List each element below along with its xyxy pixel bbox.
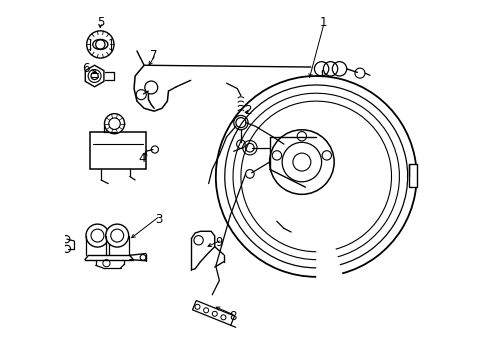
Text: 7: 7: [150, 49, 158, 62]
Polygon shape: [192, 301, 234, 325]
Text: 2: 2: [244, 104, 251, 117]
Text: 5: 5: [97, 16, 104, 29]
Circle shape: [269, 130, 333, 194]
Text: 4: 4: [138, 152, 146, 165]
Text: 9: 9: [215, 236, 223, 249]
Text: 3: 3: [154, 213, 162, 226]
Circle shape: [86, 224, 109, 247]
Text: 6: 6: [82, 62, 90, 75]
Circle shape: [144, 81, 158, 94]
Text: 8: 8: [229, 310, 236, 324]
Circle shape: [105, 224, 128, 247]
Polygon shape: [85, 65, 104, 87]
Circle shape: [86, 31, 114, 58]
Bar: [408, 164, 416, 187]
Circle shape: [104, 114, 124, 134]
Polygon shape: [90, 132, 145, 169]
Text: 1: 1: [319, 16, 326, 29]
